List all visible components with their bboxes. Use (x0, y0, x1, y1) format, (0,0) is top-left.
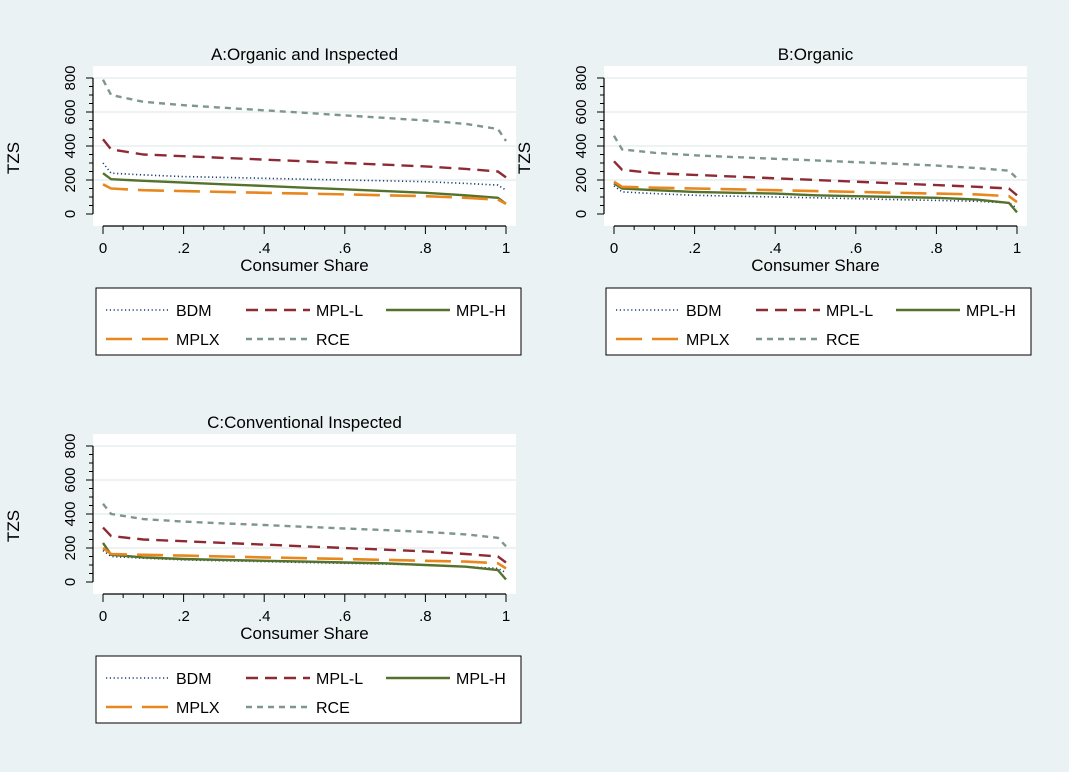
x-tick-label: 0 (99, 608, 107, 625)
y-axis-label: TZS (4, 510, 23, 542)
y-tick-label: 400 (62, 501, 79, 526)
x-tick-label: .8 (930, 240, 943, 257)
x-tick-label: 1 (1013, 240, 1021, 257)
y-tick-label: 800 (573, 65, 590, 90)
x-tick-label: .8 (419, 608, 432, 625)
x-axis-label: Consumer Share (240, 624, 369, 643)
panel-a: A:Organic and Inspected 0 200 400 600 800 TZS 0… (4, 45, 522, 356)
x-tick-label: 1 (502, 608, 510, 625)
x-tick-label: .6 (850, 240, 863, 257)
legend-label-bdm: BDM (686, 303, 722, 320)
x-tick-label: .2 (688, 240, 701, 257)
x-tick-label: .8 (419, 240, 432, 257)
legend-label-rce: RCE (316, 332, 350, 349)
series-line-rce (612, 135, 1018, 180)
panel-title: C:Conventional Inspected (207, 413, 402, 432)
legend: BDM MPL-L MPL-H MPLX RCE (605, 287, 1032, 356)
x-tick-label: .2 (177, 608, 190, 625)
y-tick-label: 200 (62, 167, 79, 192)
y-tick-label: 200 (62, 535, 79, 560)
panel-b: B:Organic 0 200 400 600 800 TZS 0 .2 .4 .6 .8 1 Consu… (515, 45, 1032, 356)
series-line-bdm (613, 185, 1018, 209)
x-tick-label: 0 (610, 240, 618, 257)
legend-label-bdm: BDM (176, 303, 212, 320)
panel-title: B:Organic (778, 45, 854, 64)
series-line-mplx (102, 546, 507, 570)
legend: BDM MPL-L MPL-H MPLX RCE (95, 287, 522, 356)
legend: BDM MPL-L MPL-H MPLX RCE (95, 655, 522, 724)
x-tick-label: .4 (769, 240, 782, 257)
legend-label-rce: RCE (826, 332, 860, 349)
x-tick-label: .4 (258, 240, 271, 257)
legend-label-mpl-h: MPL-H (456, 303, 506, 320)
y-tick-label: 400 (62, 133, 79, 158)
legend-label-mpl-l: MPL-L (826, 303, 873, 320)
legend-label-mpl-h: MPL-H (966, 303, 1016, 320)
y-tick-label: 0 (573, 210, 590, 218)
y-tick-label: 0 (62, 578, 79, 586)
legend-label-mpl-l: MPL-L (316, 303, 363, 320)
series-line-mpl-l (102, 526, 507, 564)
legend-label-mpl-l: MPL-L (316, 671, 363, 688)
x-tick-label: .2 (177, 240, 190, 257)
y-axis-label: TZS (4, 142, 23, 174)
y-tick-label: 600 (573, 99, 590, 124)
x-axis-label: Consumer Share (240, 256, 369, 275)
series-line-mpl-h (102, 172, 507, 205)
x-tick-label: 1 (502, 240, 510, 257)
series-line-mpl-l (102, 138, 507, 179)
legend-label-mplx: MPLX (176, 332, 220, 349)
y-tick-label: 200 (573, 167, 590, 192)
legend-label-rce: RCE (316, 700, 350, 717)
series-line-mpl-h (102, 542, 507, 581)
series-line-mplx (102, 183, 507, 205)
panel-title: A:Organic and Inspected (211, 45, 398, 64)
y-tick-label: 0 (62, 210, 79, 218)
x-tick-label: .6 (339, 240, 352, 257)
legend-label-mpl-h: MPL-H (456, 671, 506, 688)
y-tick-label: 600 (62, 99, 79, 124)
x-axis-label: Consumer Share (751, 256, 880, 275)
x-tick-label: .6 (339, 608, 352, 625)
legend-label-mplx: MPLX (686, 332, 730, 349)
series-line-rce (102, 503, 507, 548)
series-line-mpl-l (613, 160, 1018, 197)
series-line-mpl-h (613, 182, 1018, 214)
x-tick-label: .4 (258, 608, 271, 625)
legend-box (95, 655, 522, 724)
panel-c: C:Conventional Inspected 0 200 400 600 800 TZS… (4, 413, 522, 724)
legend-label-bdm: BDM (176, 671, 212, 688)
x-tick-label: 0 (99, 240, 107, 257)
legend-box (95, 287, 522, 356)
legend-label-mplx: MPLX (176, 700, 220, 717)
y-tick-label: 400 (573, 133, 590, 158)
y-tick-label: 800 (62, 65, 79, 90)
series-line-rce (101, 79, 507, 142)
y-tick-label: 800 (62, 433, 79, 458)
y-axis-label: TZS (515, 142, 534, 174)
y-tick-label: 600 (62, 467, 79, 492)
legend-box (605, 287, 1032, 356)
series-line-mplx (613, 180, 1018, 204)
